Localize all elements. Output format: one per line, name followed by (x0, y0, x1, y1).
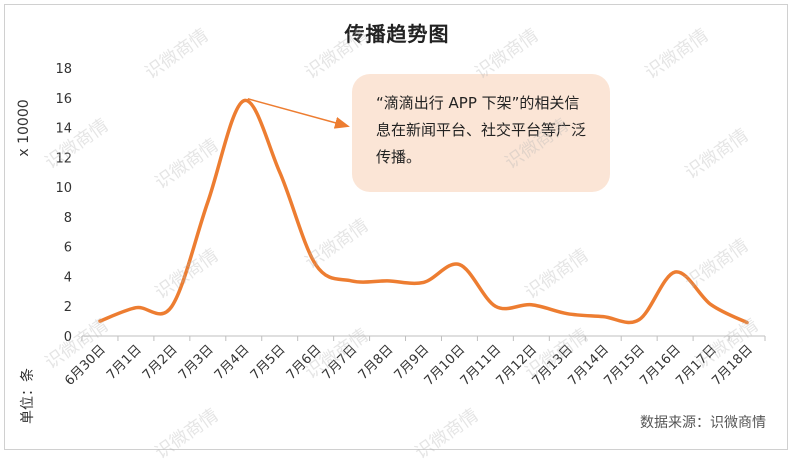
y-tick-label: 6 (64, 241, 72, 256)
x-tick-label: 7月3日 (176, 342, 217, 383)
annotation-callout: “滴滴出行 APP 下架”的相关信息在新闻平台、社交平台等广泛传播。 (352, 74, 610, 192)
y-tick-label: 12 (55, 151, 72, 166)
y-tick-label: 18 (55, 62, 72, 77)
x-tick-label: 7月2日 (140, 342, 181, 383)
y-tick-label: 4 (64, 270, 72, 285)
y-tick-label: 10 (55, 181, 72, 196)
series-line (98, 98, 749, 325)
y-tick-label: 14 (55, 122, 72, 137)
y-tick-label: 16 (55, 92, 72, 107)
y-tick-label: 0 (64, 330, 72, 345)
y-tick-label: 2 (64, 300, 72, 315)
data-source: 数据来源：识微商情 (640, 415, 766, 431)
y-tick-label: 8 (64, 211, 72, 226)
chart-title: 传播趋势图 (344, 22, 450, 46)
x-tick-label: 7月4日 (212, 342, 253, 383)
x-tick-label: 7月5日 (248, 342, 289, 383)
x-tick-label: 7月1日 (104, 342, 145, 383)
annotation-arrow (247, 98, 350, 129)
